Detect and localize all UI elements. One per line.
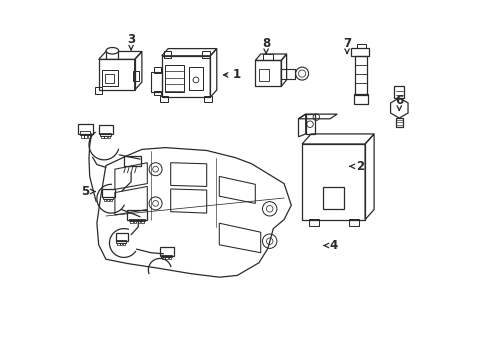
Bar [151,72,162,92]
Bar [107,136,110,138]
Bar [99,125,113,134]
Bar [203,96,211,102]
Text: 5: 5 [81,185,95,198]
Bar [133,71,139,81]
Bar [117,243,120,245]
Bar [129,219,144,221]
Bar [162,56,210,97]
Bar [393,86,404,98]
Bar [165,257,167,259]
Bar [102,70,118,86]
Bar [353,94,367,104]
Bar [163,51,170,58]
Bar [81,135,83,138]
Bar [355,56,366,95]
Bar [161,255,172,257]
Bar [99,59,134,90]
Bar [202,51,209,58]
Bar [115,233,128,241]
Bar [134,221,136,223]
Bar [127,210,147,220]
Bar [137,221,140,223]
Bar [160,96,167,102]
Text: 7: 7 [343,37,350,53]
Bar [123,156,141,166]
Bar [168,257,171,259]
Bar [95,87,102,94]
Bar [101,136,103,138]
Bar [262,54,273,60]
Bar [102,189,115,197]
Bar [100,133,111,136]
Text: 3: 3 [127,33,135,50]
Bar [395,118,402,127]
Ellipse shape [106,48,119,54]
Bar [309,219,319,226]
Bar [281,68,294,78]
Bar [164,65,184,92]
Bar [120,243,122,245]
Text: 2: 2 [349,160,363,173]
Bar [356,44,365,48]
Bar [130,221,133,223]
Bar [188,67,203,90]
Bar [110,199,112,201]
Bar [84,135,87,138]
Text: 1: 1 [223,68,240,81]
Bar [105,74,114,83]
Bar [103,197,113,199]
Bar [160,247,174,256]
Bar [107,199,109,201]
Bar [141,221,143,223]
Bar [104,136,107,138]
Bar [162,257,164,259]
Bar [78,124,92,134]
Bar [348,219,358,226]
Bar [153,67,161,73]
Text: 8: 8 [262,37,270,54]
Bar [255,60,281,86]
Bar [153,91,161,95]
Bar [116,240,126,243]
Bar [302,144,365,220]
Bar [80,131,90,135]
Bar [258,69,268,81]
Text: 4: 4 [323,239,337,252]
Bar [87,135,90,138]
Text: 6: 6 [394,94,403,111]
Bar [322,187,344,209]
Bar [350,48,368,56]
Bar [123,243,125,245]
Bar [104,199,106,201]
